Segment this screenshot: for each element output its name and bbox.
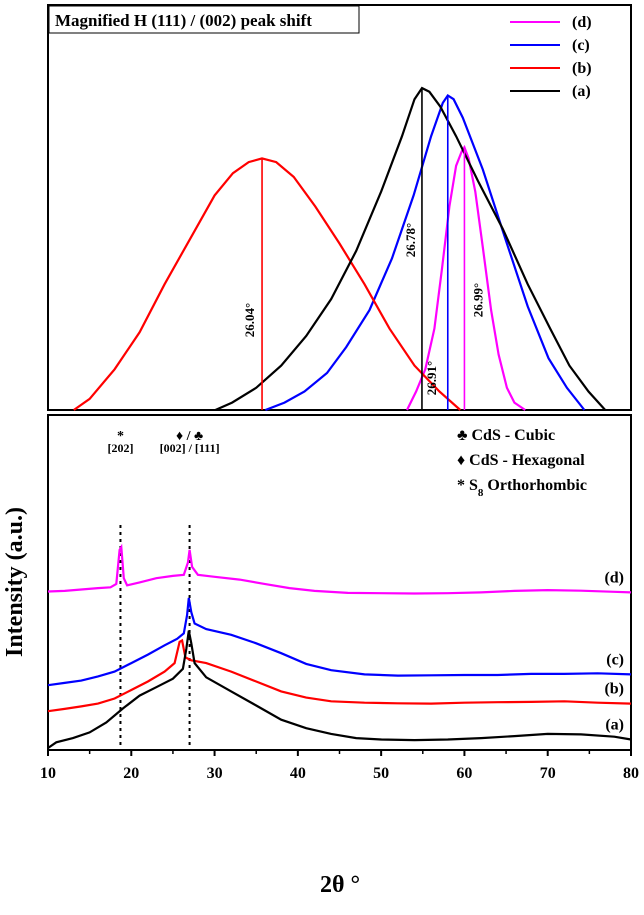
main-series-a (47, 630, 632, 749)
x-tick-label-10: 10 (40, 765, 56, 782)
inset-peak-labels: 26.04° 26.78° 26.91° 26.99° (242, 223, 485, 395)
main-series-group (47, 543, 632, 749)
x-axis-label: 2θ ° (320, 872, 360, 898)
legend-label-d: (d) (572, 14, 592, 31)
x-tick-label-20: 20 (123, 765, 139, 782)
inset-frame (47, 4, 632, 411)
y-axis-label: Intensity (a.u.) (2, 507, 28, 657)
peak-label-a: 26.78° (403, 223, 418, 257)
inset-peak-lines (261, 88, 466, 410)
x-tick-label-30: 30 (207, 765, 223, 782)
annotation-symbol-1: * (117, 429, 124, 444)
legend-entry-1: ♣ CdS - Cubic (457, 427, 555, 444)
phase-legend: ♣ CdS - Cubic ♦ CdS - Hexagonal * S8 Ortho… (457, 427, 587, 499)
legend-label-b: (b) (572, 60, 592, 77)
inset-legend: (d) (c) (b) (a) (510, 14, 592, 100)
legend-entry-3: * S8 Orthorhombic (457, 477, 587, 499)
peak-label-d: 26.99° (470, 283, 485, 317)
main-series-b (47, 638, 632, 713)
inset-title-box (48, 5, 360, 34)
inset-series-c (265, 93, 586, 412)
main-series-c (47, 597, 632, 687)
peak-label-b: 26.04° (242, 303, 257, 337)
x-tick-label-70: 70 (540, 765, 556, 782)
x-tick-label-40: 40 (290, 765, 306, 782)
x-tick-label-80: 80 (623, 765, 639, 782)
annotation-hkl-2: [002] / [111] (160, 441, 220, 455)
series-label-c: (c) (606, 651, 624, 668)
peak-annotations: *[202] ♦ / ♣[002] / [111] (107, 429, 219, 455)
annotation-symbol-2: ♦ / ♣ (176, 429, 203, 444)
series-labels: (d) (c) (b) (a) (604, 569, 624, 733)
legend-entry-2: ♦ CdS - Hexagonal (457, 452, 585, 469)
inset-series-b (73, 157, 462, 411)
inset-title: Magnified H (111) / (002) peak shift (55, 11, 312, 30)
legend-label-c: (c) (572, 37, 590, 54)
peak-label-c: 26.91° (424, 361, 439, 395)
inset-series-group (73, 86, 607, 412)
main-panel: (d) (c) (b) (a) *[202] ♦ / ♣[002] / [111] ♣ … (2, 414, 639, 898)
series-label-a: (a) (605, 717, 624, 734)
legend-label-a: (a) (572, 83, 591, 100)
x-tick-label-60: 60 (456, 765, 472, 782)
series-label-b: (b) (604, 681, 624, 698)
annotation-hkl-1: [202] (107, 441, 133, 455)
inset-panel: Magnified H (111) / (002) peak shift (d)… (47, 4, 632, 412)
x-axis: 10 20 30 40 50 60 70 80 (40, 750, 639, 782)
x-tick-label-50: 50 (373, 765, 389, 782)
series-label-d: (d) (604, 569, 624, 586)
main-series-d (47, 543, 632, 595)
